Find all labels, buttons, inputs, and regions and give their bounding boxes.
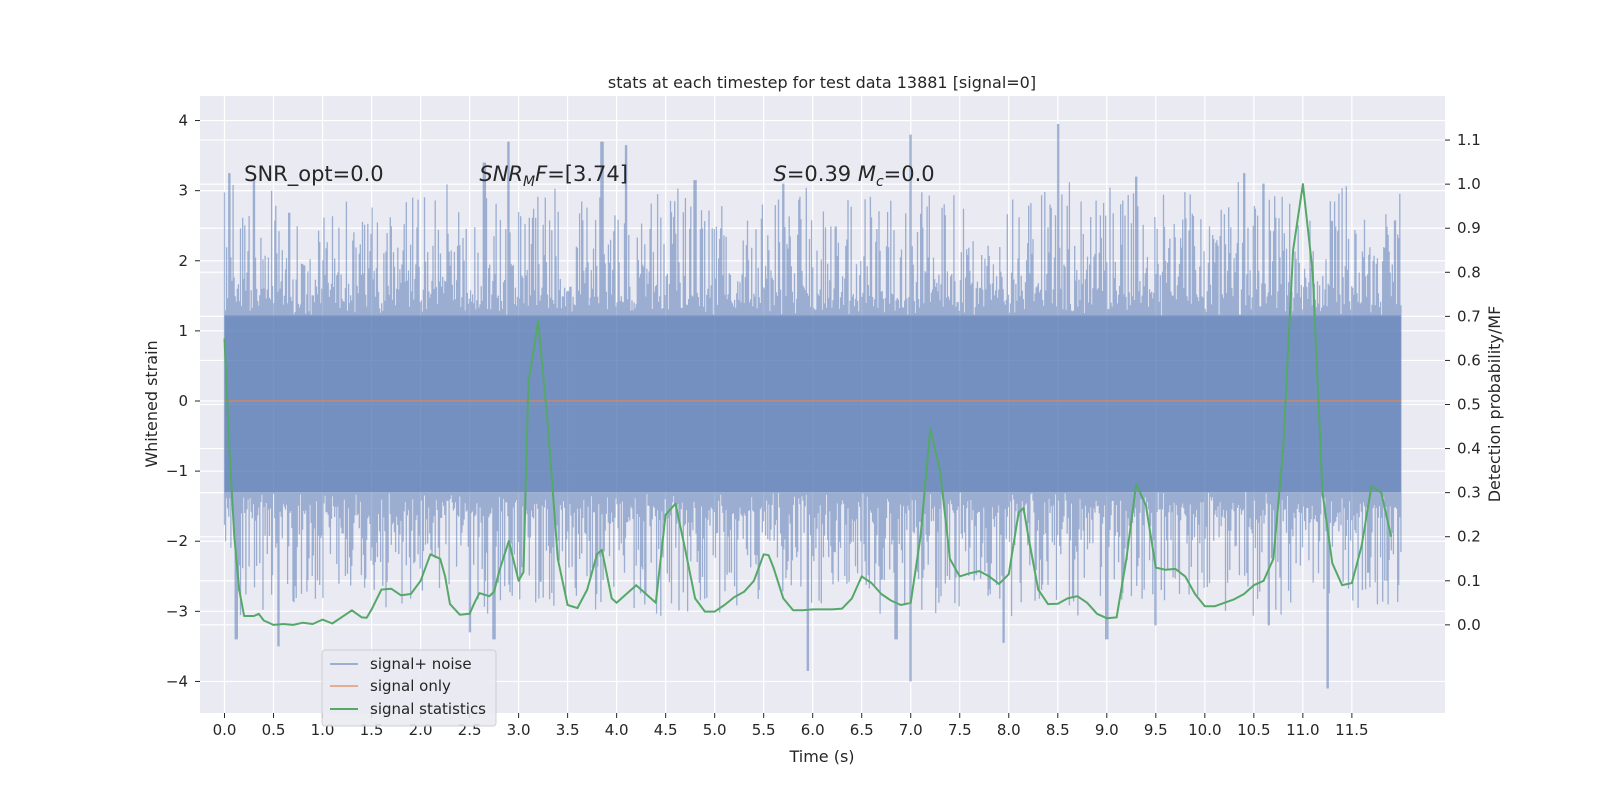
x-axis-label: Time (s) xyxy=(788,747,854,766)
x-tick-label-23: 11.5 xyxy=(1335,721,1368,739)
annotation-0: SNR_opt=0.0 xyxy=(244,162,384,187)
y2-tick-label-7: 0.4 xyxy=(1457,440,1481,458)
x-tick-label-7: 3.5 xyxy=(556,721,580,739)
x-tick-label-8: 4.0 xyxy=(605,721,629,739)
annotation-1-part-3: =[3.74] xyxy=(547,162,628,186)
y2-tick-label-6: 0.5 xyxy=(1457,396,1481,414)
legend-box xyxy=(321,649,497,727)
legend-label-signal-only: signal only xyxy=(370,677,451,695)
legend-label-signal-statistics: signal statistics xyxy=(370,700,486,718)
y-tick-label-4: 0 xyxy=(178,392,188,410)
annotation-1: SNRMF=[3.74] xyxy=(479,162,628,190)
legend-label-signal-plus-noise: signal+ noise xyxy=(370,655,472,673)
annotation-2-part-3: c xyxy=(876,174,884,190)
legend: signal+ noise signal only signal statist… xyxy=(321,649,497,727)
y2-tick-label-2: 0.9 xyxy=(1457,219,1481,237)
y2-tick-label-9: 0.2 xyxy=(1457,528,1481,546)
x-tick-label-18: 9.0 xyxy=(1095,721,1119,739)
x-tick-label-21: 10.5 xyxy=(1237,721,1270,739)
y2-axis-ticks: 1.1 1.0 0.9 0.8 0.7 0.6 0.5 0.4 0.3 0.2 0.1 0.0 xyxy=(1445,131,1481,634)
series-signal-plus-noise xyxy=(223,124,1402,689)
y-tick-label-1: 3 xyxy=(178,182,188,200)
y-tick-label-8: −4 xyxy=(166,672,188,690)
y-tick-label-3: 1 xyxy=(178,322,188,340)
x-tick-label-13: 6.5 xyxy=(850,721,874,739)
x-tick-label-16: 8.0 xyxy=(997,721,1021,739)
x-tick-label-9: 4.5 xyxy=(654,721,678,739)
x-tick-label-19: 9.5 xyxy=(1144,721,1168,739)
annotation-2-part-4: =0.0 xyxy=(884,162,935,186)
y-tick-label-2: 2 xyxy=(178,252,188,270)
annotation-2-part-0: S xyxy=(773,162,786,186)
y2-tick-label-4: 0.7 xyxy=(1457,307,1481,325)
y2-axis-label: Detection probability/MF xyxy=(1485,306,1504,503)
y2-tick-label-1: 1.0 xyxy=(1457,175,1481,193)
y2-tick-label-5: 0.6 xyxy=(1457,351,1481,369)
x-tick-label-10: 5.0 xyxy=(703,721,727,739)
x-tick-label-20: 10.0 xyxy=(1188,721,1221,739)
x-tick-label-0: 0.0 xyxy=(213,721,237,739)
y-tick-label-6: −2 xyxy=(166,532,188,550)
x-tick-label-14: 7.0 xyxy=(899,721,923,739)
x-tick-label-15: 7.5 xyxy=(948,721,972,739)
x-tick-label-6: 3.0 xyxy=(507,721,531,739)
annotation-2-part-1: =0.39 xyxy=(787,162,858,186)
x-tick-label-11: 5.5 xyxy=(752,721,776,739)
y-tick-label-5: −1 xyxy=(166,462,188,480)
signal-statistics-line xyxy=(223,183,1393,626)
series-signal-statistics xyxy=(223,183,1393,626)
x-tick-label-22: 11.0 xyxy=(1286,721,1319,739)
annotation-1-part-1: M xyxy=(523,174,535,190)
y-tick-label-0: 4 xyxy=(178,112,188,130)
annotations: SNR_opt=0.0 SNRMF=[3.74] S=0.39 Mc=0.0 xyxy=(244,162,935,190)
annotation-1-part-2: F xyxy=(535,162,548,186)
y2-tick-label-0: 1.1 xyxy=(1457,131,1481,149)
annotation-2: S=0.39 Mc=0.0 xyxy=(773,162,934,190)
x-tick-label-1: 0.5 xyxy=(262,721,286,739)
y2-tick-label-3: 0.8 xyxy=(1457,263,1481,281)
x-tick-label-17: 8.5 xyxy=(1046,721,1070,739)
y-axis-ticks: 4 3 2 1 0 −1 −2 −3 −4 xyxy=(166,112,200,690)
x-axis-ticks: 0.0 0.5 1.0 1.5 2.0 2.5 3.0 3.5 4.0 4.5 5.0 5.5 6.0 6… xyxy=(213,713,1369,739)
y2-tick-label-10: 0.1 xyxy=(1457,572,1481,590)
y-tick-label-7: −3 xyxy=(166,602,188,620)
noise-core xyxy=(224,315,1401,493)
chart-title: stats at each timestep for test data 138… xyxy=(608,73,1036,92)
annotation-2-part-2: M xyxy=(858,162,876,186)
annotation-1-part-0: SNR xyxy=(479,162,523,186)
y-axis-label: Whitened strain xyxy=(142,340,161,467)
annotation-0-part-0: SNR_opt=0.0 xyxy=(244,162,384,187)
y2-tick-label-8: 0.3 xyxy=(1457,484,1481,502)
y2-tick-label-11: 0.0 xyxy=(1457,616,1481,634)
x-tick-label-12: 6.0 xyxy=(801,721,825,739)
